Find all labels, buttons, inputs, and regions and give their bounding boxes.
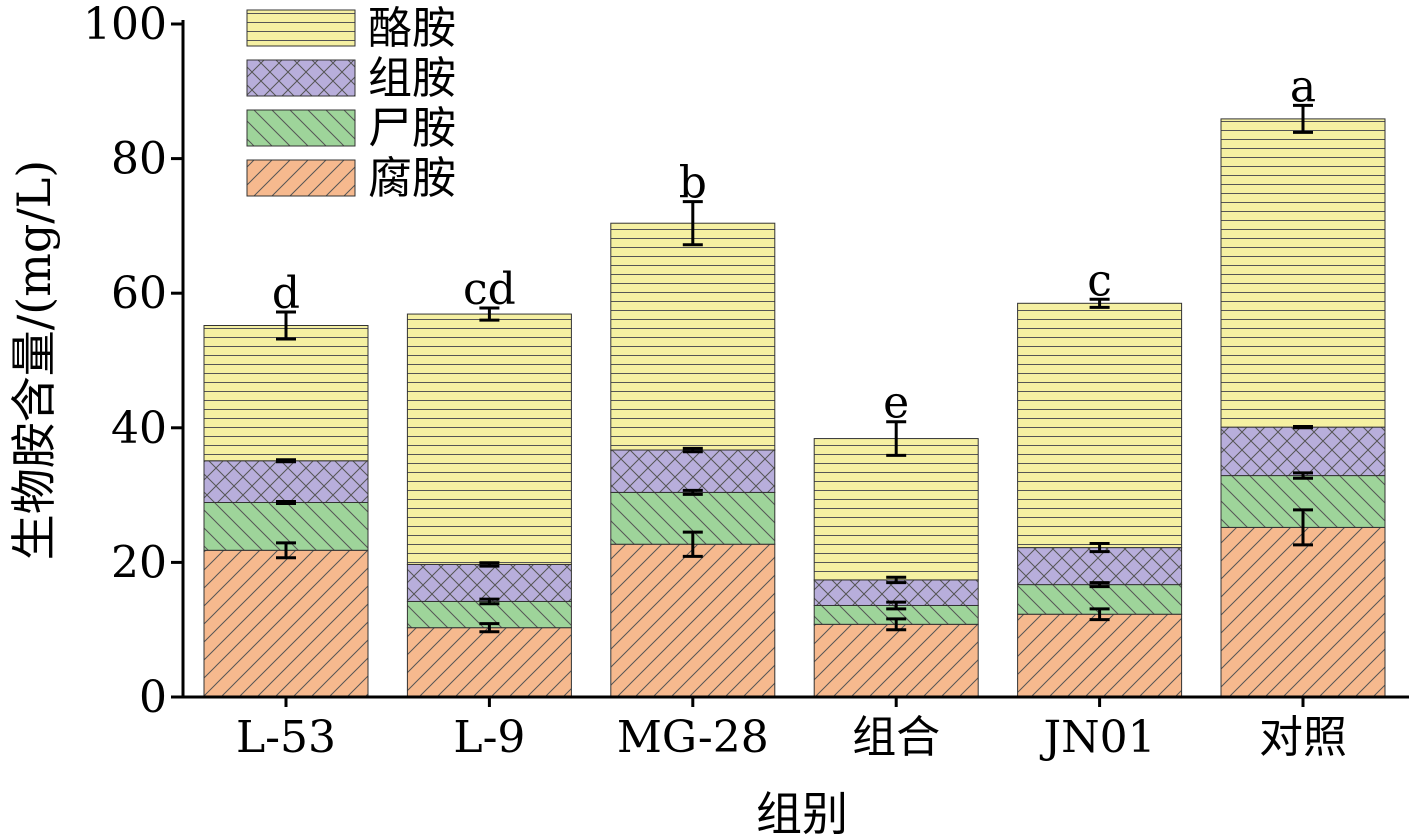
significance-label: e: [883, 378, 909, 429]
x-tick-label: L-9: [453, 712, 525, 763]
significance-label: d: [272, 268, 300, 319]
axes: [181, 20, 1409, 699]
bar-segment: [1017, 613, 1183, 698]
y-tick-label: 40: [111, 403, 167, 454]
legend-label: 尸胺: [368, 103, 456, 154]
significance-label: c: [1087, 255, 1112, 306]
bar-segment: [610, 543, 776, 698]
x-tick-label: L-53: [236, 712, 336, 763]
y-tick-label: 60: [111, 268, 167, 319]
y-tick-label: 0: [139, 672, 167, 723]
y-axis-title: 生物胺含量/(mg/L): [7, 160, 61, 561]
x-tick-label: 对照: [1259, 712, 1347, 763]
bars-layer: [203, 118, 1386, 698]
bar-segment: [1017, 547, 1183, 586]
bar-segment: [1017, 302, 1183, 549]
bar-segment: [610, 222, 776, 451]
legend-swatch: [246, 159, 356, 197]
bar-segment: [813, 438, 979, 581]
x-tick-label: 组合: [852, 712, 940, 763]
x-axis-title: 组别: [756, 787, 848, 840]
legend-label: 腐胺: [368, 153, 456, 204]
y-ticks: 0 20 40 60 80 100: [83, 0, 183, 723]
bar-segment: [610, 449, 776, 493]
legend-swatch: [246, 9, 356, 47]
significance-label: cd: [463, 264, 516, 315]
bar-segment: [406, 313, 572, 565]
bar-segment: [1220, 526, 1386, 698]
legend-label: 酪胺: [368, 3, 456, 54]
bar-segment: [203, 549, 369, 698]
significance-label: b: [679, 158, 707, 209]
bar-segment: [203, 325, 369, 462]
legend-swatch: [246, 109, 356, 147]
y-tick-label: 80: [111, 134, 167, 185]
bar-segment: [1220, 118, 1386, 428]
y-tick-label: 20: [111, 537, 167, 588]
error-bars-layer: [276, 103, 1313, 634]
bar-segment: [203, 460, 369, 504]
x-tick-label: JN01: [1040, 712, 1156, 763]
x-tick-label: MG-28: [617, 712, 769, 763]
significance-labels: d cd b e c a: [272, 61, 1316, 428]
y-tick-label: 100: [83, 0, 167, 50]
bar-segment: [406, 563, 572, 602]
x-ticks: L-53 L-9 MG-28 组合 JN01 对照: [236, 697, 1347, 763]
significance-label: a: [1290, 61, 1316, 112]
bar-segment: [813, 623, 979, 698]
bar-segment: [406, 627, 572, 698]
bar-segment: [1220, 426, 1386, 477]
legend-label: 组胺: [368, 53, 456, 104]
legend-swatch: [246, 59, 356, 97]
